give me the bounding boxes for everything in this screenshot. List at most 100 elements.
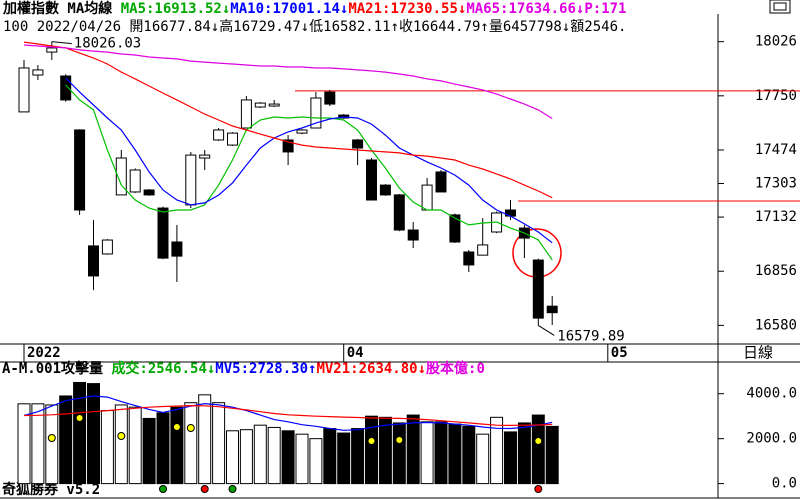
volume-bar [100,410,114,485]
signal-dot [75,414,84,422]
candle-body [546,305,558,314]
y-tick-label: 16580 [755,317,797,333]
volume-bar [45,404,59,485]
volume-bar [365,415,378,485]
window-button[interactable] [769,0,791,14]
signal-dot [117,432,126,440]
x-tick-label: 05 [611,345,628,361]
signal-dot [186,424,195,432]
candle-body [310,97,322,129]
signal-dot [47,434,56,442]
x-tick-label: 2022 [27,345,61,361]
volume-bar [434,421,448,485]
volume-bar [128,406,142,485]
volume-bar [156,412,170,485]
ma-line [23,44,553,120]
candle-body [435,171,447,193]
candle-body [366,159,377,201]
y-tick-label: 4000.0 [746,386,797,402]
ma-line [65,77,553,244]
volume-bar [309,438,323,485]
volume-bar [462,425,476,485]
header-part: MA65:17634.66↓ [466,1,584,17]
volume-bar [378,416,392,485]
y-tick-label: 17303 [755,176,797,192]
volume-bar [73,381,87,485]
signal-dot [228,485,237,493]
candle-body [282,139,294,153]
ma-line [23,41,553,199]
annotation-line [51,41,72,45]
volume-bar [31,403,45,485]
candle-body [227,132,238,146]
volume-bar [323,428,337,485]
header-part: MA10:17001.14↓ [230,1,348,17]
candle-body [240,99,252,129]
signal-dot [534,437,543,445]
volume-bar [114,404,128,485]
header-part: MA5:16913.52↓ [121,1,231,17]
y-tick-label: 17474 [755,142,797,158]
candle-body [171,241,183,257]
candle-body [129,169,141,193]
candle-body [296,129,308,134]
candle-body [324,91,336,105]
volume-bar [545,425,559,485]
candle-body [46,47,58,53]
candle-body [18,67,30,113]
candle-body [393,194,405,231]
volume-bar [59,395,73,485]
header-part: A-M.001攻擊量 [2,360,111,377]
candle-body [143,189,155,196]
volume-header: A-M.001攻擊量 成交:2546.54↓MV5:2728.30↑MV21:2… [2,360,485,377]
y-tick-label: 2000.0 [746,431,797,447]
candle-body [407,229,419,241]
period-label: 日線 [743,344,773,362]
volume-bar [392,422,406,485]
candle-body [352,139,364,149]
volume-bar [142,417,156,485]
candle-body [185,154,197,206]
volume-bar [184,402,198,485]
header-part: MA21:17230.55↓ [348,1,466,17]
ma-line [65,84,553,261]
ma-line [23,404,553,427]
y-tick-label: 0.0 [772,476,797,492]
annotation-line [538,324,555,336]
candle-body [199,154,211,159]
volume-bar [351,428,365,485]
footer: 奇狐勝券 v5.2 [2,481,100,498]
signal-dot [159,485,167,493]
signal-dot [367,437,376,445]
header-part: MV21:2634.80↓ [316,361,426,377]
signal-dot [200,485,209,493]
volume-bar [198,394,212,485]
signal-dot [172,423,181,431]
candle-body [157,207,169,259]
candle-body [115,157,127,196]
header-line-1: 加權指數 MA均線 MA5:16913.52↓MA10:17001.14↓MA2… [2,0,627,17]
candle-body [32,69,44,76]
x-tick-label: 04 [347,345,364,361]
candle-body [477,244,489,256]
candle-body [379,184,391,196]
volume-bar [448,423,462,485]
candle-body [60,75,72,101]
candle-body [254,102,266,108]
volume-bar [476,433,490,485]
candle-body [532,259,544,319]
volume-bar [87,383,100,485]
header-part: MV5:2728.30↑ [215,361,316,377]
volume-bar [212,402,226,485]
volume-bar [337,432,351,485]
candle-body [74,129,86,211]
header-line-2: 100 2022/04/26 開16677.84↓高16729.47↓低1658… [3,18,626,35]
signal-dot [534,485,543,493]
volume-bar [226,430,239,485]
candle-body [421,184,433,211]
y-tick-label: 16856 [755,263,797,279]
header-part: P:171 [584,1,626,17]
volume-bar [267,426,281,485]
volume-bar [295,433,309,485]
candle-body [213,129,225,141]
